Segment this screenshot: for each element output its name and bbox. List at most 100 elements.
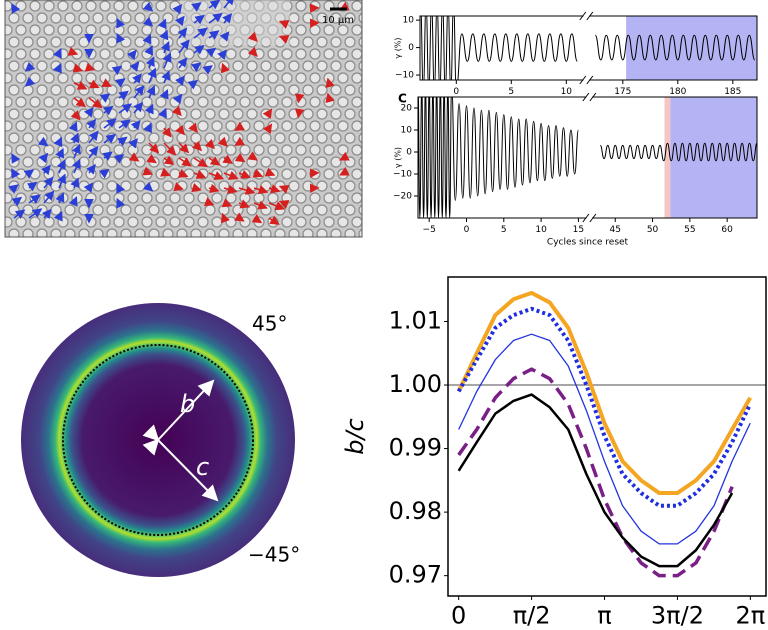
velocity-arrow bbox=[102, 105, 114, 116]
x-tick-label: 175 bbox=[614, 87, 631, 97]
velocity-arrow bbox=[146, 153, 157, 164]
x-tick-label: 5 bbox=[508, 87, 514, 97]
velocity-arrow bbox=[193, 27, 208, 39]
velocity-arrow bbox=[238, 169, 251, 179]
velocity-arrow bbox=[234, 121, 245, 131]
velocity-arrow bbox=[113, 154, 125, 164]
velocity-arrow bbox=[294, 108, 305, 119]
break-mark bbox=[586, 75, 594, 85]
x-tick-label: 0 bbox=[453, 87, 459, 97]
velocity-arrow bbox=[98, 168, 110, 179]
velocity-arrow bbox=[116, 32, 126, 44]
velocity-arrow bbox=[118, 90, 129, 101]
velocity-arrow bbox=[126, 49, 137, 61]
velocity-arrow bbox=[28, 208, 43, 219]
break-mark bbox=[579, 75, 587, 85]
velocity-arrow bbox=[133, 101, 144, 114]
data-line bbox=[420, 16, 578, 80]
data-line bbox=[458, 333, 751, 545]
axis-break bbox=[583, 14, 590, 82]
velocity-arrow bbox=[222, 13, 233, 24]
velocity-arrow bbox=[187, 79, 199, 90]
velocity-arrow bbox=[88, 130, 99, 144]
velocity-arrow bbox=[84, 62, 96, 72]
velocity-arrow bbox=[220, 212, 230, 224]
velocity-arrow bbox=[252, 168, 264, 178]
velocity-arrow bbox=[268, 215, 280, 225]
x-tick-label: 180 bbox=[669, 87, 686, 97]
velocity-arrow bbox=[73, 97, 87, 108]
velocity-arrow bbox=[175, 75, 185, 86]
velocity-arrow bbox=[88, 97, 103, 109]
velocity-arrow bbox=[208, 0, 221, 10]
velocity-arrow bbox=[129, 61, 140, 72]
y-tick-label: 10 bbox=[403, 16, 415, 26]
velocity-arrow bbox=[158, 107, 167, 119]
velocity-arrow bbox=[118, 119, 131, 129]
velocity-arrow bbox=[294, 93, 305, 104]
velocity-arrow bbox=[148, 142, 160, 154]
velocity-arrow bbox=[38, 152, 49, 164]
velocity-arrow bbox=[234, 212, 245, 222]
y-axis-label: b/c bbox=[341, 418, 369, 455]
data-line bbox=[599, 142, 757, 162]
y-tick-label: 0.98 bbox=[389, 497, 442, 525]
velocity-arrow bbox=[143, 122, 152, 134]
break-mark bbox=[579, 11, 587, 21]
velocity-arrow bbox=[99, 93, 111, 103]
velocity-arrow bbox=[238, 185, 256, 195]
velocity-arrow bbox=[144, 45, 154, 56]
x-tick-label: 15 bbox=[573, 225, 584, 235]
y-tick-label: −10 bbox=[395, 71, 414, 81]
y-tick-label: −10 bbox=[393, 170, 412, 180]
velocity-arrow bbox=[208, 183, 220, 194]
velocity-arrow bbox=[142, 181, 154, 192]
velocity-arrow bbox=[208, 171, 225, 180]
velocity-arrow bbox=[132, 73, 142, 84]
velocity-arrow bbox=[268, 184, 281, 194]
velocity-arrow bbox=[28, 194, 41, 204]
velocity-arrow bbox=[278, 20, 290, 29]
velocity-arrow bbox=[8, 184, 19, 194]
velocity-arrow bbox=[142, 1, 154, 12]
velocity-arrow bbox=[178, 142, 190, 154]
micrograph: 10 μm bbox=[4, 0, 363, 238]
y-tick-label: 1.00 bbox=[389, 370, 442, 398]
velocity-arrow bbox=[145, 56, 155, 69]
velocity-arrow bbox=[251, 214, 263, 224]
velocity-arrow bbox=[193, 44, 205, 55]
velocity-arrow bbox=[88, 145, 99, 159]
velocity-arrow bbox=[52, 62, 62, 74]
velocity-arrow bbox=[71, 143, 81, 159]
y-tick-label: 0.97 bbox=[389, 561, 442, 589]
velocity-arrow bbox=[142, 166, 153, 176]
velocity-arrow bbox=[161, 70, 171, 84]
x-tick-label: 10 bbox=[561, 87, 573, 97]
velocity-arrow bbox=[238, 199, 251, 209]
angle-label: 45° bbox=[252, 312, 287, 336]
data-line bbox=[457, 393, 734, 568]
x-tick-label: 10 bbox=[535, 225, 547, 235]
velocity-arrow bbox=[172, 93, 183, 105]
velocity-arrow bbox=[163, 155, 175, 165]
velocity-arrow bbox=[208, 30, 220, 40]
velocity-arrow bbox=[157, 18, 167, 30]
angle-label: −45° bbox=[248, 543, 300, 567]
velocity-arrow bbox=[247, 46, 258, 58]
y-tick-label: 1.01 bbox=[389, 306, 442, 334]
velocity-arrow bbox=[339, 166, 350, 176]
velocity-arrow bbox=[116, 197, 126, 209]
velocity-arrow bbox=[111, 65, 123, 76]
velocity-arrow bbox=[70, 110, 81, 121]
velocity-arrow bbox=[11, 153, 21, 164]
chart: 0.97 0.98 0.99 1.00 1.01 0 π/2 π 3π/2 2π b/c bbox=[341, 276, 767, 629]
velocity-arrow bbox=[247, 31, 258, 43]
velocity-arrow bbox=[116, 17, 126, 29]
vector-c bbox=[142, 424, 219, 502]
velocity-arrow bbox=[278, 35, 290, 44]
velocity-arrow bbox=[101, 78, 113, 88]
x-tick-label: −5 bbox=[423, 225, 436, 235]
x-tick-label: 0 bbox=[451, 601, 466, 629]
velocity-arrow bbox=[72, 63, 84, 73]
velocity-arrow bbox=[161, 127, 172, 138]
